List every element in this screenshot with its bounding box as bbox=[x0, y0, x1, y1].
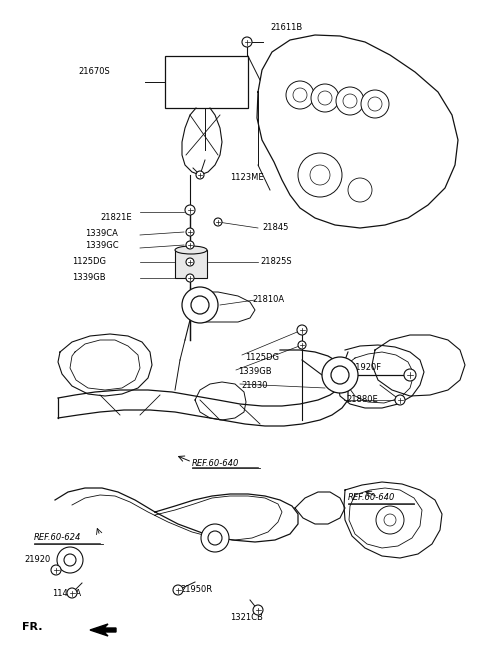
Text: 1321CB: 1321CB bbox=[230, 614, 263, 622]
Text: REF.60-640: REF.60-640 bbox=[348, 493, 396, 502]
Text: 21880E: 21880E bbox=[346, 396, 378, 405]
Text: 1339GC: 1339GC bbox=[85, 242, 119, 250]
Text: 21611B: 21611B bbox=[270, 24, 302, 33]
Circle shape bbox=[297, 325, 307, 335]
Circle shape bbox=[208, 531, 222, 545]
Circle shape bbox=[376, 506, 404, 534]
Circle shape bbox=[318, 91, 332, 105]
Text: 21920: 21920 bbox=[24, 555, 50, 565]
Text: 21825S: 21825S bbox=[260, 257, 292, 267]
Text: 1125DG: 1125DG bbox=[72, 257, 106, 267]
Circle shape bbox=[186, 241, 194, 249]
Text: 21920F: 21920F bbox=[350, 364, 381, 373]
Circle shape bbox=[395, 395, 405, 405]
Circle shape bbox=[331, 366, 349, 384]
Circle shape bbox=[242, 37, 252, 47]
Circle shape bbox=[348, 178, 372, 202]
Circle shape bbox=[293, 88, 307, 102]
Text: 21821E: 21821E bbox=[100, 214, 132, 223]
Circle shape bbox=[185, 205, 195, 215]
Circle shape bbox=[253, 605, 263, 615]
Text: REF.60-624: REF.60-624 bbox=[34, 534, 82, 542]
Circle shape bbox=[186, 274, 194, 282]
Circle shape bbox=[368, 97, 382, 111]
Text: FR.: FR. bbox=[22, 622, 43, 632]
Circle shape bbox=[336, 87, 364, 115]
Circle shape bbox=[182, 287, 218, 323]
Bar bbox=[175, 250, 207, 278]
Circle shape bbox=[384, 514, 396, 526]
Text: 1125DG: 1125DG bbox=[245, 354, 279, 362]
Ellipse shape bbox=[175, 246, 207, 254]
Circle shape bbox=[67, 588, 77, 598]
Circle shape bbox=[173, 585, 183, 595]
Circle shape bbox=[322, 357, 358, 393]
Circle shape bbox=[298, 341, 306, 349]
Text: 21670S: 21670S bbox=[78, 67, 110, 77]
Text: 21810A: 21810A bbox=[252, 295, 284, 305]
Polygon shape bbox=[90, 624, 116, 636]
Circle shape bbox=[214, 218, 222, 226]
Circle shape bbox=[361, 90, 389, 118]
Circle shape bbox=[311, 84, 339, 112]
Text: 21950R: 21950R bbox=[180, 586, 212, 595]
Circle shape bbox=[186, 258, 194, 266]
Text: 1339CA: 1339CA bbox=[85, 229, 118, 238]
Circle shape bbox=[64, 554, 76, 566]
Circle shape bbox=[310, 165, 330, 185]
Bar bbox=[165, 56, 248, 108]
Circle shape bbox=[51, 565, 61, 575]
Text: 21845: 21845 bbox=[262, 223, 288, 233]
Text: 21830: 21830 bbox=[241, 381, 267, 390]
Circle shape bbox=[191, 296, 209, 314]
Circle shape bbox=[298, 153, 342, 197]
Circle shape bbox=[404, 369, 416, 381]
Circle shape bbox=[201, 524, 229, 552]
Circle shape bbox=[57, 547, 83, 573]
Text: 1339GB: 1339GB bbox=[238, 367, 272, 377]
Text: 1123ME: 1123ME bbox=[230, 174, 264, 183]
Circle shape bbox=[186, 228, 194, 236]
Text: REF.60-640: REF.60-640 bbox=[192, 460, 240, 468]
Circle shape bbox=[343, 94, 357, 108]
Circle shape bbox=[286, 81, 314, 109]
Text: 1339GB: 1339GB bbox=[72, 274, 106, 282]
Circle shape bbox=[196, 171, 204, 179]
Text: 1140JA: 1140JA bbox=[52, 590, 81, 599]
